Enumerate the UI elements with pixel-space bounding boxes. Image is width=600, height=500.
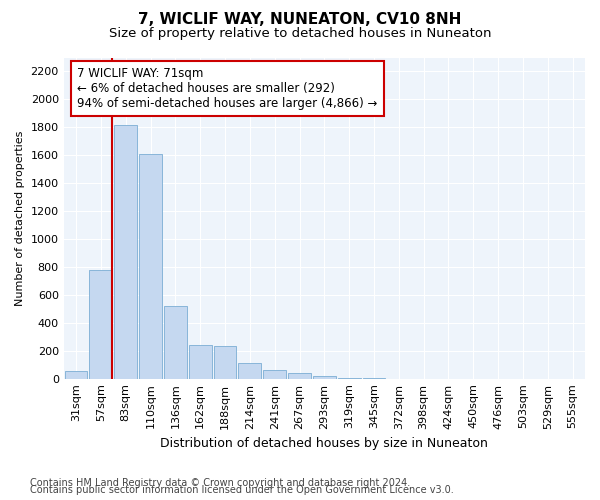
Bar <box>65 371 88 378</box>
Bar <box>189 345 212 378</box>
Bar <box>313 376 336 378</box>
Bar <box>214 346 236 378</box>
Text: 7 WICLIF WAY: 71sqm
← 6% of detached houses are smaller (292)
94% of semi-detach: 7 WICLIF WAY: 71sqm ← 6% of detached hou… <box>77 68 377 110</box>
Text: Contains public sector information licensed under the Open Government Licence v3: Contains public sector information licen… <box>30 485 454 495</box>
Bar <box>139 154 162 378</box>
Bar <box>288 373 311 378</box>
Bar <box>115 124 137 378</box>
Bar <box>263 370 286 378</box>
X-axis label: Distribution of detached houses by size in Nuneaton: Distribution of detached houses by size … <box>160 437 488 450</box>
Text: 7, WICLIF WAY, NUNEATON, CV10 8NH: 7, WICLIF WAY, NUNEATON, CV10 8NH <box>139 12 461 28</box>
Text: Size of property relative to detached houses in Nuneaton: Size of property relative to detached ho… <box>109 28 491 40</box>
Bar <box>89 270 112 378</box>
Y-axis label: Number of detached properties: Number of detached properties <box>15 130 25 306</box>
Bar <box>238 364 261 378</box>
Text: Contains HM Land Registry data © Crown copyright and database right 2024.: Contains HM Land Registry data © Crown c… <box>30 478 410 488</box>
Bar <box>164 306 187 378</box>
